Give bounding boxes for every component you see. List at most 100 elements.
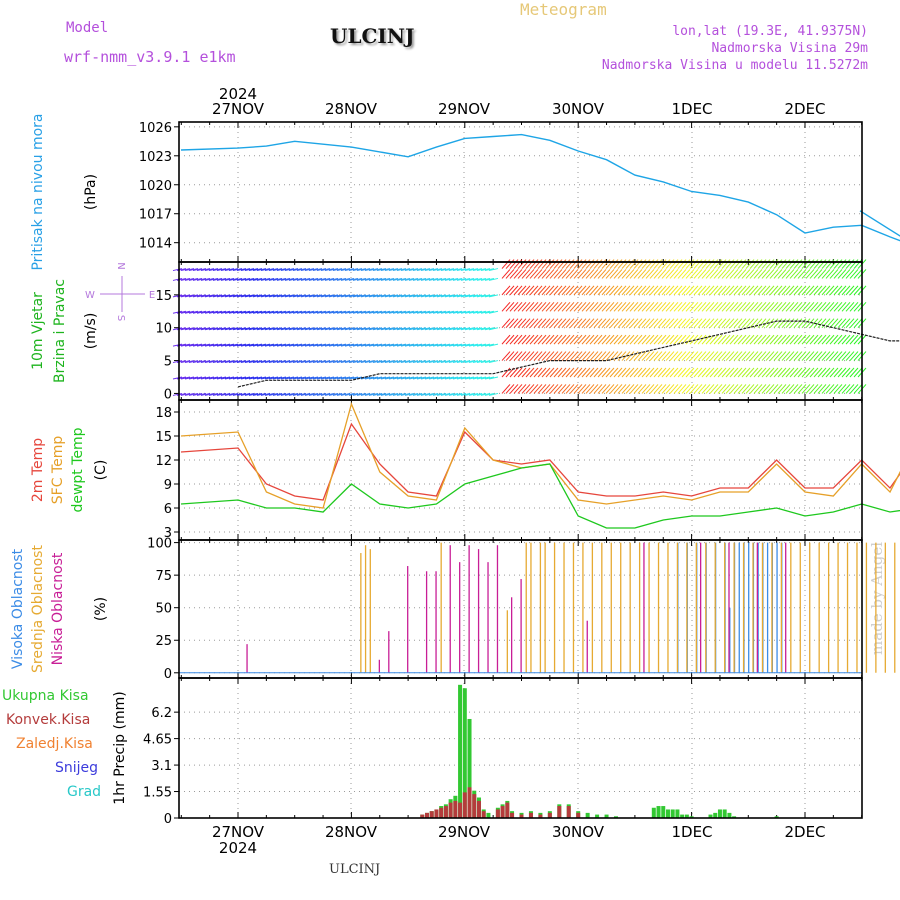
wind-barb <box>845 318 855 329</box>
wind-barb <box>324 294 335 298</box>
wind-barb <box>292 360 303 364</box>
wind-barb <box>809 301 819 312</box>
wind-barb <box>545 269 555 279</box>
wind-barb <box>681 301 691 312</box>
wind-barb <box>693 301 703 312</box>
wind-barb <box>597 285 607 296</box>
wind-barb <box>749 367 759 378</box>
wind-barb <box>188 376 199 380</box>
wind-barb <box>765 318 775 329</box>
wind-barb <box>172 360 183 364</box>
wind-barb <box>773 384 783 394</box>
wind-barb <box>336 310 347 314</box>
wind-barb <box>709 351 719 361</box>
precip-bar <box>665 809 670 818</box>
ytick-label: 15 <box>155 289 172 304</box>
wind-barb <box>793 384 803 394</box>
wind-barb <box>452 343 463 347</box>
wind-barb <box>368 277 379 281</box>
wind-barb <box>585 318 595 329</box>
wind-barb <box>745 259 755 269</box>
wind-barb <box>336 277 347 281</box>
wind-barb <box>669 384 679 394</box>
wind-barb <box>412 310 423 314</box>
wind-barb <box>577 351 587 361</box>
wind-barb <box>797 285 807 296</box>
wind-barb <box>200 294 211 298</box>
wind-barb <box>204 294 215 298</box>
wind-barb <box>757 269 767 279</box>
wind-barb <box>701 367 711 378</box>
wind-barb <box>288 343 299 347</box>
wind-barb <box>533 367 543 378</box>
wind-barb <box>637 384 647 394</box>
wind-barb <box>476 277 487 281</box>
wind-barb <box>729 367 739 378</box>
wind-barb <box>745 269 755 279</box>
wind-barb <box>501 301 511 312</box>
wind-barb <box>364 294 375 298</box>
wind-barb <box>549 259 559 269</box>
wind-barb <box>380 392 391 396</box>
wind-barb <box>581 384 591 394</box>
wind-barb <box>460 310 471 314</box>
wind-barb <box>372 392 383 396</box>
wind-barb <box>308 277 319 281</box>
wind-barb <box>384 268 395 272</box>
wind-barb <box>192 376 203 380</box>
wind-barb <box>793 334 803 345</box>
wind-barb <box>537 367 547 378</box>
wind-barb <box>460 294 471 298</box>
wind-barb <box>653 384 663 394</box>
wind-barb <box>777 269 787 279</box>
wind-barb <box>717 318 727 329</box>
wind-barb <box>601 334 611 345</box>
wind-barb <box>284 294 295 298</box>
wind-barb <box>525 269 535 279</box>
wind-barb <box>589 301 599 312</box>
precip-legend-1: Konvek.Kisa <box>6 712 90 728</box>
wind-barb <box>641 259 651 269</box>
wind-barb <box>765 351 775 361</box>
wind-barb <box>264 310 275 314</box>
wind-barb <box>821 269 831 279</box>
wind-barb <box>741 367 751 378</box>
wind-barb <box>488 294 499 298</box>
wind-barb <box>529 301 539 312</box>
wind-barb <box>665 334 675 345</box>
wind-barb <box>721 351 731 361</box>
precip-bar <box>722 809 727 818</box>
wind-barb <box>733 285 743 296</box>
wind-barb <box>705 367 715 378</box>
wind-barb <box>468 392 479 396</box>
wind-barb <box>505 351 515 361</box>
wind-barb <box>565 318 575 329</box>
wind-barb <box>336 343 347 347</box>
wind-barb <box>440 360 451 364</box>
wind-barb <box>252 392 263 396</box>
wind-barb <box>761 334 771 345</box>
precip-bar <box>467 718 472 818</box>
wind-barb <box>240 376 251 380</box>
wind-barb <box>180 392 191 396</box>
wind-barb <box>637 351 647 361</box>
wind-barb <box>320 294 331 298</box>
wind-barb <box>513 269 523 279</box>
wind-barb <box>829 351 839 361</box>
wind-barb <box>553 367 563 378</box>
precip-bar <box>689 816 694 818</box>
wind-barb <box>428 360 439 364</box>
wind-barb <box>837 301 847 312</box>
ytick-label: 25 <box>155 634 172 649</box>
wind-barb <box>617 384 627 394</box>
wind-barb <box>569 367 579 378</box>
wind-barb <box>480 392 491 396</box>
wind-barb <box>484 310 495 314</box>
wind-barb <box>821 318 831 329</box>
wind-barb <box>557 384 567 394</box>
wind-barb <box>348 294 359 298</box>
wind-barb <box>649 269 659 279</box>
compass-w: W <box>85 290 95 301</box>
wind-barb <box>320 277 331 281</box>
